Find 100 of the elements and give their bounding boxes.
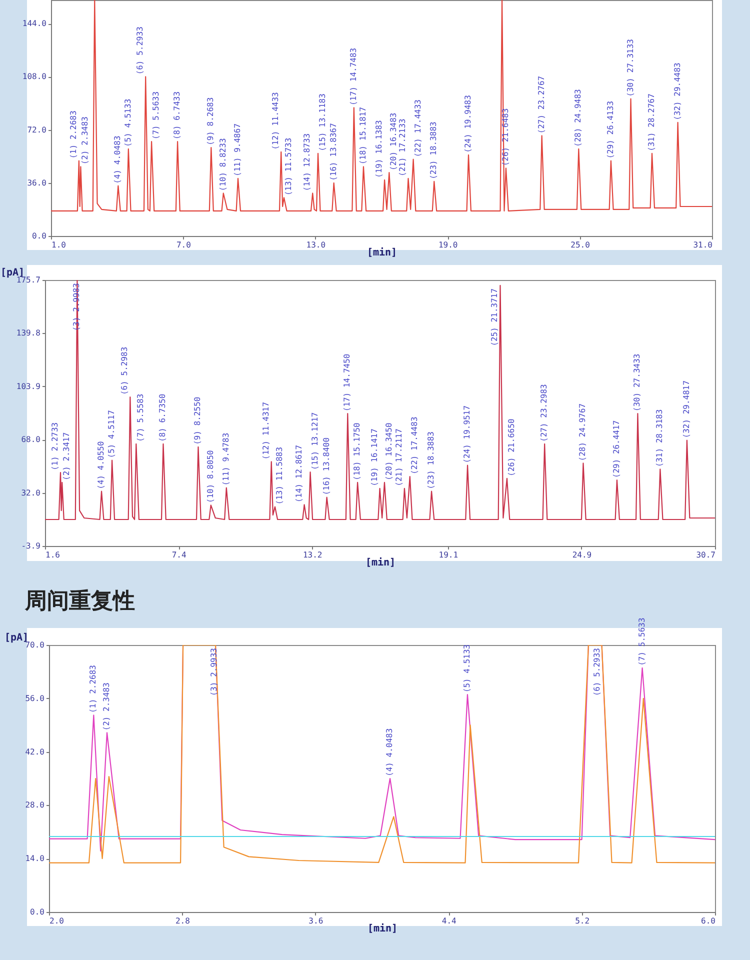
- annotation: (30) 27.3433: [632, 354, 642, 412]
- annotation: (27) 23.2767: [536, 76, 546, 134]
- annotation: (4) 4.0550: [96, 441, 106, 490]
- x-tick-label: 1.0: [52, 240, 66, 250]
- x-tick-label: 2.0: [50, 916, 64, 926]
- annotation: (3) 2.9983: [72, 282, 82, 332]
- line-series: [51, 0, 712, 212]
- annotation: (13) 11.5733: [284, 138, 293, 196]
- annotation: (19) 16.1417: [370, 428, 379, 486]
- x-tick-label: 13.0: [306, 240, 326, 250]
- annotation: (14) 12.8617: [294, 444, 304, 503]
- annotation: (23) 18.3883: [426, 431, 436, 490]
- y-tick-label: 139.8: [16, 328, 41, 338]
- annotation: (2) 2.3483: [102, 682, 111, 731]
- x-tick-label: 2.8: [175, 916, 190, 926]
- annotation: (12) 11.4433: [271, 92, 280, 150]
- annotation: (10) 8.8050: [206, 450, 215, 504]
- y-tick-label: 0.0: [30, 908, 45, 916]
- y-tick-label: 175.7: [16, 276, 41, 284]
- y-tick-label: 70.0: [25, 640, 45, 650]
- annotation: (15) 13.1217: [310, 412, 320, 470]
- x-tick-label: 1.6: [46, 550, 60, 560]
- x-tick-label: 3.6: [308, 916, 324, 926]
- y-tick-label: 32.0: [21, 488, 41, 498]
- x-tick-label: 4.4: [442, 916, 457, 926]
- y-tick-label: 103.9: [16, 382, 41, 391]
- annotation: (5) 4.5117: [107, 410, 116, 458]
- x-axis-title: [min]: [365, 556, 396, 568]
- annotation: (28) 24.9483: [574, 88, 583, 147]
- annotation: (3) 2.9933: [209, 648, 218, 696]
- annotation: (2) 2.3483: [80, 116, 90, 165]
- y-tick-label: 108.0: [22, 72, 47, 82]
- annotation: (1) 2.2683: [68, 110, 78, 159]
- annotation: (17) 14.7450: [342, 354, 352, 412]
- x-tick-label: 19.1: [438, 550, 458, 560]
- annotation: (20) 16.3483: [389, 112, 398, 171]
- x-tick-label: 7.0: [176, 240, 192, 250]
- chart-title: 周间重复性: [25, 588, 135, 616]
- annotation: (6) 5.2933: [592, 648, 602, 696]
- x-tick-label: 5.2: [575, 916, 590, 926]
- annotation: (12) 11.4317: [261, 402, 270, 460]
- annotation: (19) 16.1383: [374, 120, 384, 178]
- y-tick-label: 72.0: [27, 125, 47, 134]
- x-axis-title: [min]: [367, 922, 398, 934]
- annotation: (22) 17.4483: [410, 416, 419, 475]
- annotation: (11) 9.4867: [232, 123, 242, 176]
- annotation: (25) 21.3717: [490, 288, 500, 346]
- annotation: (1) 2.2733: [50, 422, 60, 471]
- annotation: (6) 5.2933: [136, 26, 145, 75]
- annotation: (13) 11.5883: [274, 446, 284, 505]
- x-tick-label: 7.4: [172, 550, 186, 560]
- annotation: (20) 16.3450: [384, 422, 394, 480]
- x-axis-title: [min]: [366, 246, 398, 258]
- annotation: (8) 6.7433: [172, 91, 182, 140]
- annotation: (32) 29.4483: [672, 62, 682, 120]
- y-tick-label: 56.0: [25, 694, 45, 703]
- annotation: (26) 21.6650: [506, 418, 516, 476]
- annotation: (1) 2.2683: [88, 664, 98, 714]
- annotation: (16) 13.8400: [322, 437, 331, 496]
- x-tick-label: 31.0: [693, 240, 713, 250]
- y-tick-label: 28.0: [25, 800, 45, 810]
- annotation: (4) 4.0483: [385, 728, 394, 776]
- annotation: (11) 9.4783: [221, 432, 230, 486]
- y-tick-label: 14.0: [25, 854, 45, 864]
- annotation: (7) 5.5633: [637, 618, 646, 666]
- annotation: (4) 4.0483: [113, 136, 122, 184]
- y-tick-label: 42.0: [25, 747, 45, 756]
- annotation: (31) 28.2767: [646, 93, 656, 152]
- annotation: (10) 8.8233: [218, 138, 228, 192]
- annotation: (18) 15.1750: [352, 422, 362, 480]
- annotation: (7) 5.5583: [136, 394, 146, 442]
- x-tick-label: 24.9: [572, 550, 592, 560]
- annotation: (28) 24.9767: [578, 403, 588, 462]
- annotation: (14) 12.8733: [302, 133, 312, 192]
- x-tick-label: 6.0: [701, 916, 716, 926]
- y-tick-label: 68.0: [21, 435, 41, 444]
- annotation: (29) 26.4133: [606, 100, 615, 159]
- annotation: (26) 21.6483: [500, 108, 510, 166]
- annotation: (9) 8.2550: [193, 396, 202, 445]
- annotation: (16) 13.8367: [328, 122, 338, 181]
- y-tick-label: 36.0: [27, 178, 47, 188]
- annotation: (8) 6.7350: [158, 394, 168, 442]
- annotation: (31) 28.3183: [655, 409, 664, 468]
- annotation: (5) 4.5133: [462, 644, 472, 693]
- x-tick-label: 19.0: [438, 240, 458, 250]
- annotation: (21) 17.2117: [394, 428, 404, 486]
- annotation: (32) 29.4817: [682, 380, 691, 438]
- y-tick-label: 144.0: [22, 19, 47, 28]
- annotation: (21) 17.2133: [398, 118, 408, 176]
- annotation: (24) 19.9517: [462, 405, 472, 464]
- annotation: (30) 27.3133: [626, 38, 635, 97]
- x-tick-label: 25.0: [570, 240, 590, 250]
- annotation: (15) 13.1183: [318, 93, 328, 152]
- x-tick-label: 13.2: [302, 550, 322, 560]
- annotation: (5) 4.5133: [123, 98, 132, 147]
- annotation: (23) 18.3883: [429, 121, 438, 180]
- line-series: [45, 280, 715, 520]
- annotation: (7) 5.5633: [152, 91, 161, 140]
- annotation: (22) 17.4433: [413, 99, 422, 158]
- annotation: (2) 2.3417: [62, 432, 72, 480]
